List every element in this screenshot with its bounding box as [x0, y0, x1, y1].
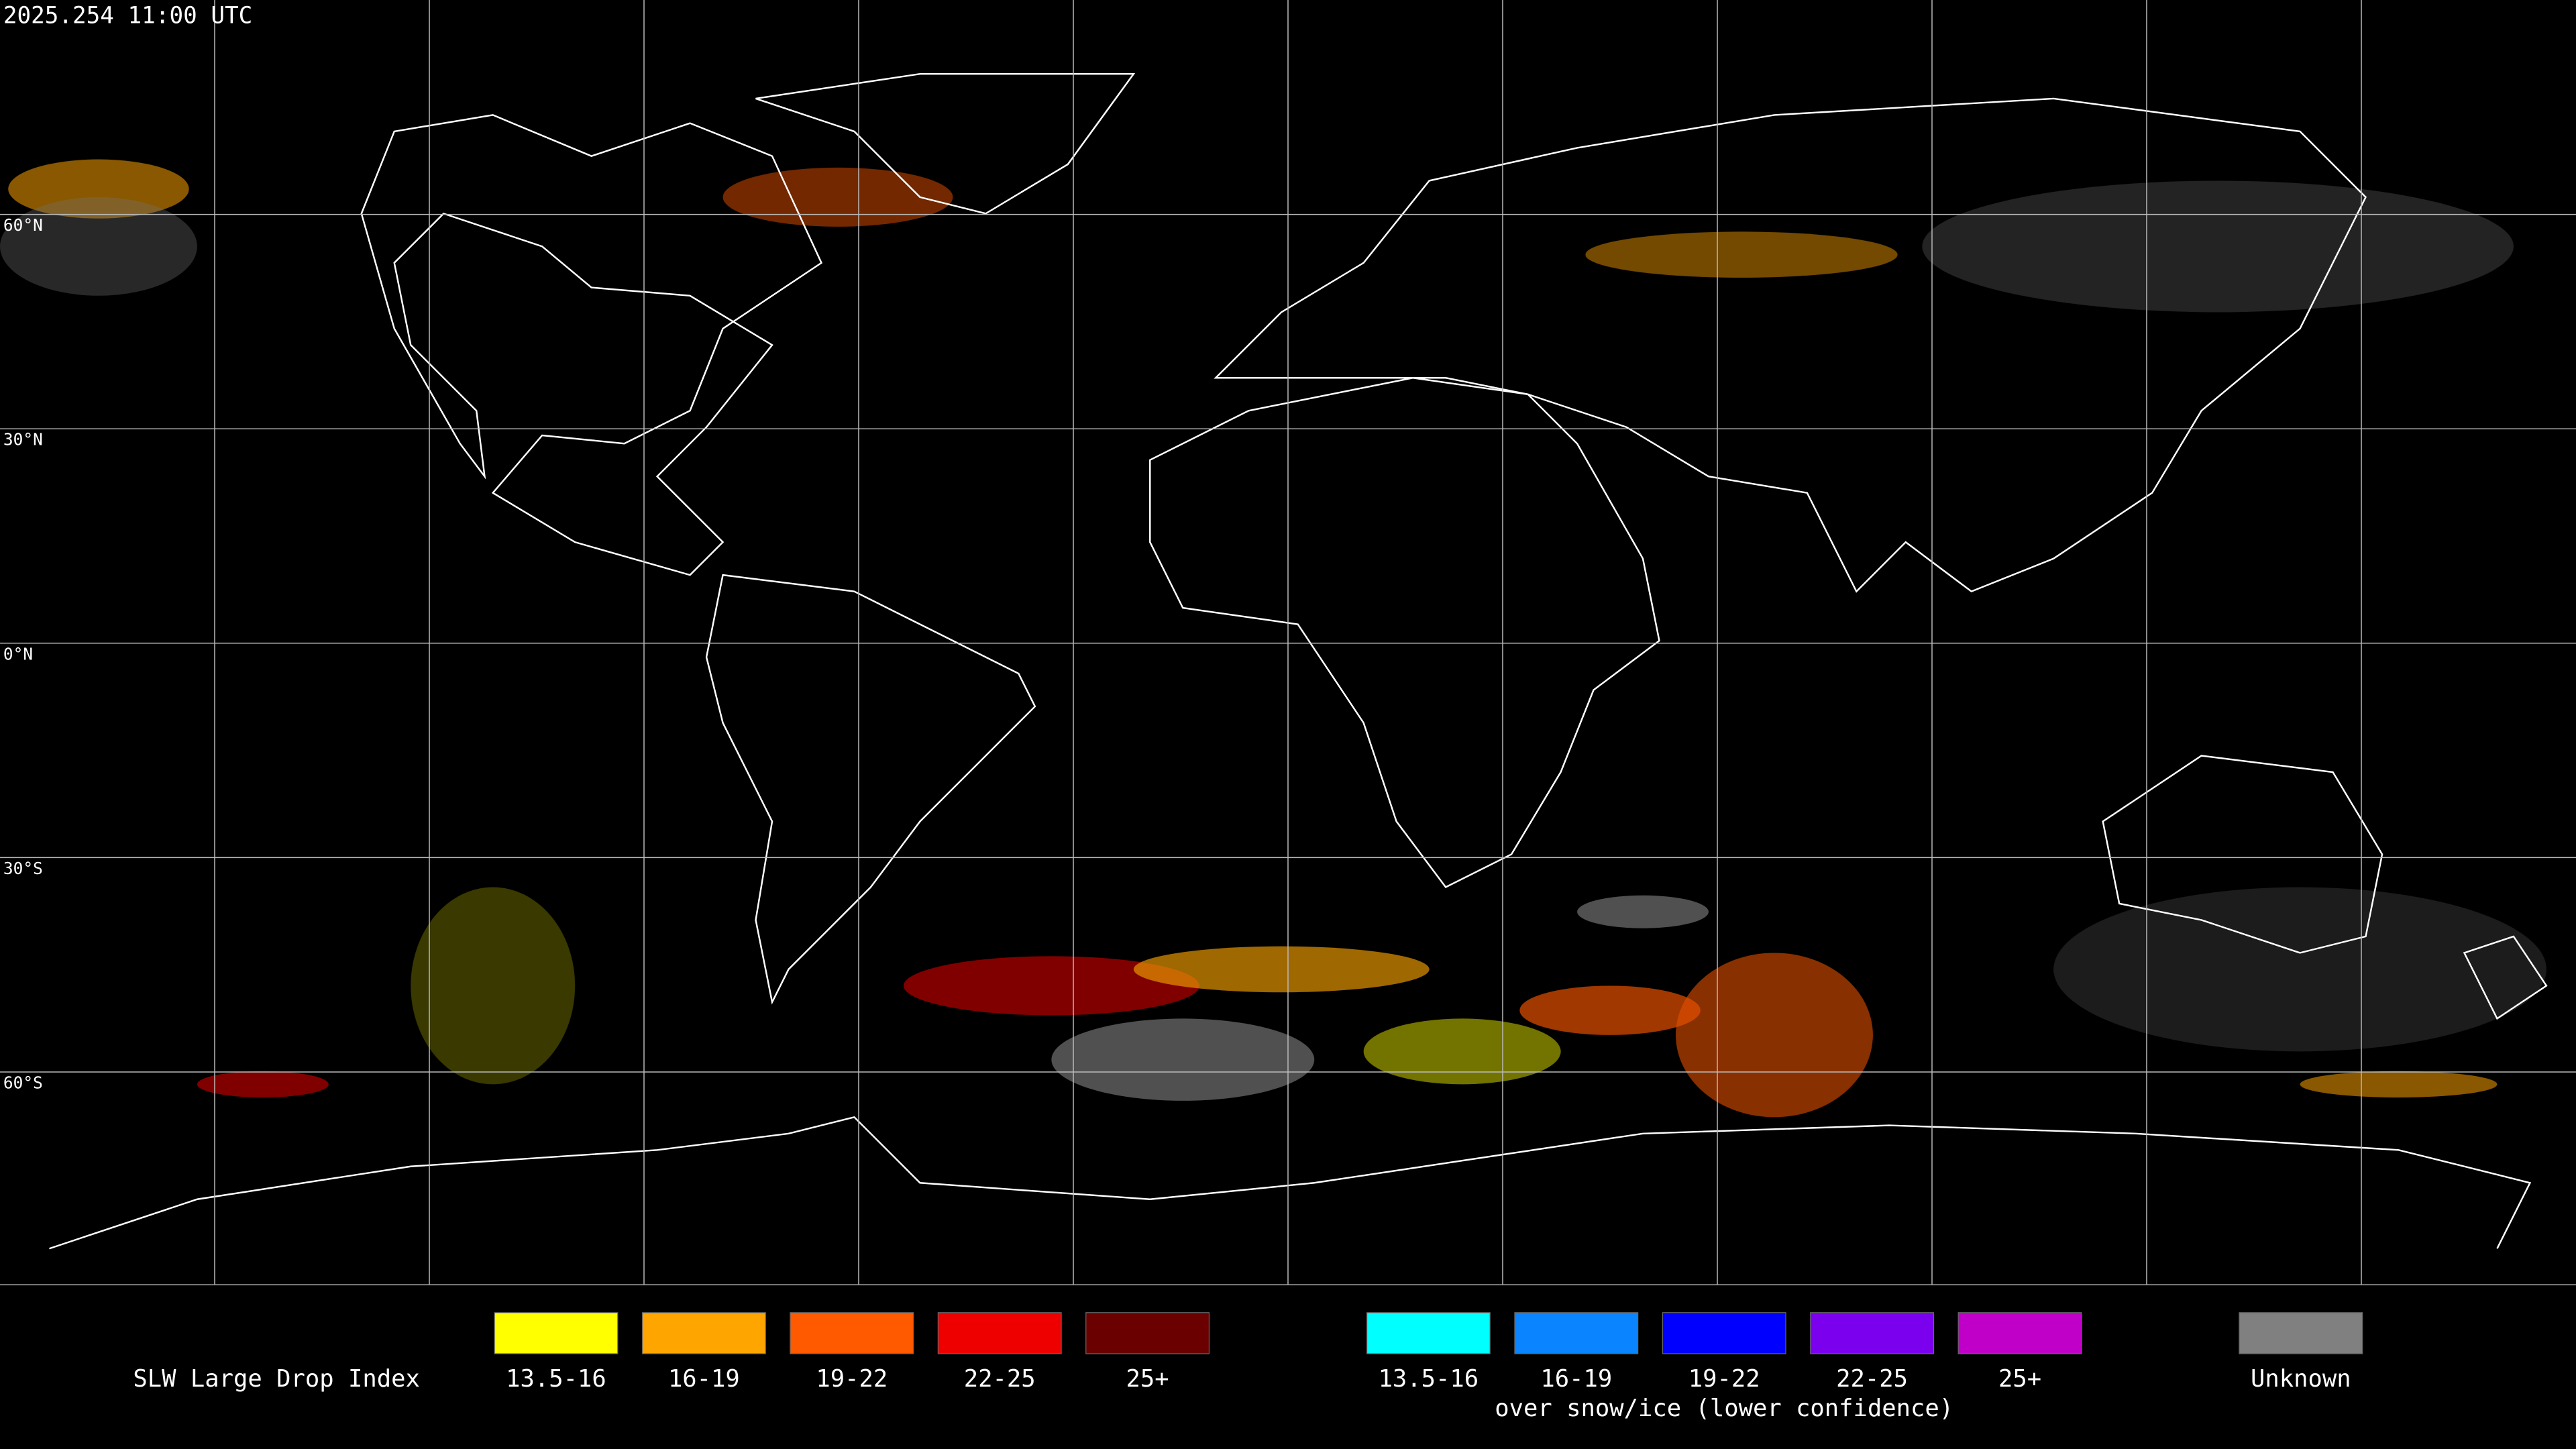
legend-swatch	[1810, 1312, 1935, 1354]
cloud-overlay	[0, 159, 2546, 1118]
legend-label: 16-19	[1540, 1365, 1612, 1393]
legend-swatch	[641, 1312, 766, 1354]
legend-swatch	[2239, 1312, 2363, 1354]
latitude-label: 60°N	[3, 215, 43, 235]
legend-label: 13.5-16	[1379, 1365, 1479, 1393]
legend-label: 22-25	[964, 1365, 1036, 1393]
timestamp: 2025.254 11:00 UTC	[3, 2, 252, 29]
legend-swatch	[937, 1312, 1062, 1354]
legend-label: 25+	[1126, 1365, 1169, 1393]
legend: 13.5-16 16-19 19-22 22-25 25+ 13.5-16 16-19 19-…	[494, 1312, 2363, 1422]
legend-swatch	[1085, 1312, 1210, 1354]
legend-label: Unknown	[2251, 1365, 2351, 1393]
legend-label: 16-19	[668, 1365, 740, 1393]
legend-label: 19-22	[1688, 1365, 1760, 1393]
legend-swatch	[494, 1312, 619, 1354]
legend-label: 22-25	[1836, 1365, 1908, 1393]
latitude-label: 30°N	[3, 430, 43, 449]
legend-swatch	[1957, 1312, 2082, 1354]
latitude-labels: 60°N 30°N 0°N 30°S 60°S	[3, 215, 43, 1092]
legend-swatch	[790, 1312, 914, 1354]
legend-swatch	[1514, 1312, 1639, 1354]
legend-label: 13.5-16	[506, 1365, 606, 1393]
latitude-label: 30°S	[3, 859, 43, 878]
legend-label: 25+	[1998, 1365, 2041, 1393]
coastlines	[49, 72, 2548, 1250]
latitude-label: 60°S	[3, 1073, 43, 1092]
legend-swatch	[1366, 1312, 1491, 1354]
graticule	[0, 0, 2576, 1285]
legend-caption: over snow/ice (lower confidence)	[1495, 1395, 1953, 1422]
latitude-label: 0°N	[3, 644, 33, 663]
legend-title: SLW Large Drop Index	[133, 1365, 419, 1393]
legend-label: 19-22	[816, 1365, 888, 1393]
legend-background	[0, 1285, 2576, 1449]
legend-swatch	[1662, 1312, 1786, 1354]
